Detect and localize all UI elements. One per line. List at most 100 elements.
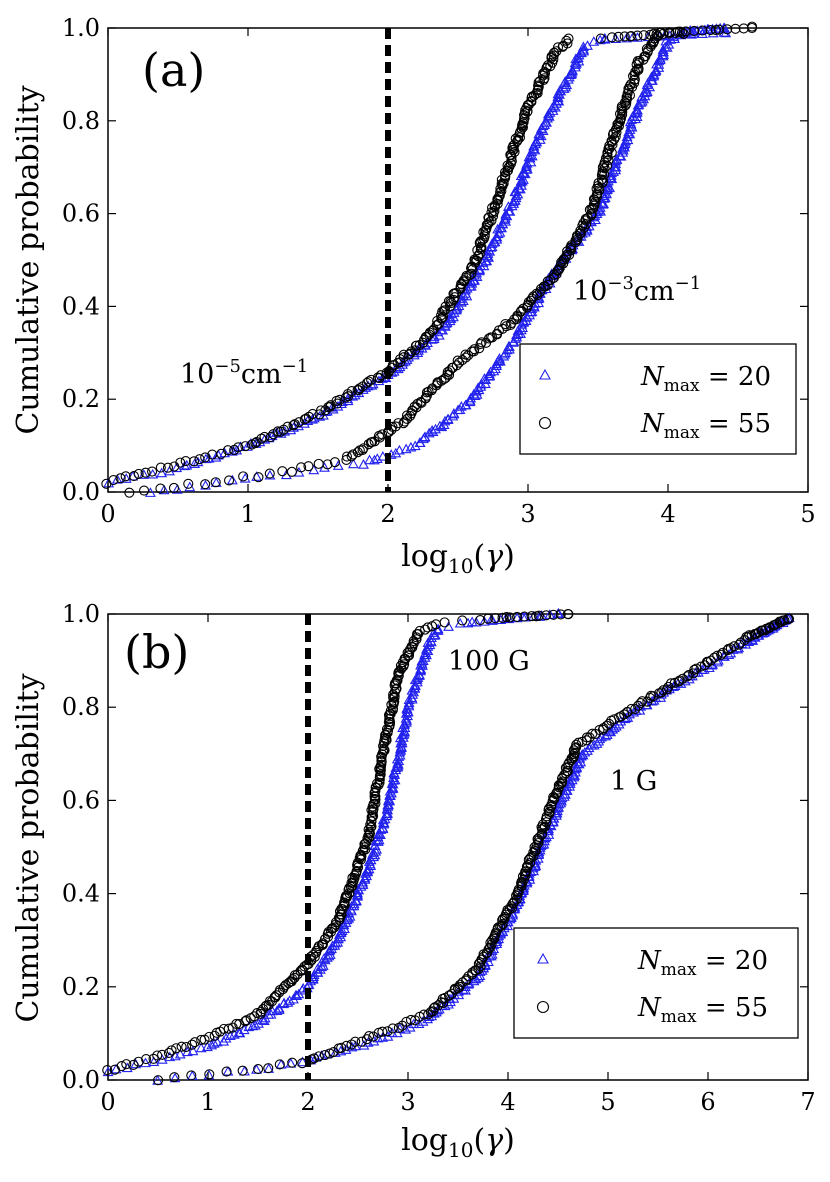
marker-a-nmax20-c1-252 xyxy=(665,34,677,44)
xtick-label-a-2: 2 xyxy=(380,500,395,528)
marker-a-nmax55-c0-220 xyxy=(526,96,537,107)
marker-b-nmax55-c1-102 xyxy=(511,894,522,905)
xtick-label-b-3: 3 xyxy=(400,1088,415,1116)
marker-a-nmax20-c1-161 xyxy=(598,198,609,209)
marker-a-nmax55-c1-14 xyxy=(303,461,314,472)
marker-b-nmax55-c0-132 xyxy=(364,832,375,843)
marker-a-nmax55-c0-5 xyxy=(133,468,144,480)
marker-a-nmax55-c0-26 xyxy=(259,431,270,442)
marker-a-nmax20-c1-178 xyxy=(606,167,618,178)
marker-a-nmax20-c0-38 xyxy=(314,411,326,421)
marker-b-nmax20-c0-64 xyxy=(321,952,333,962)
marker-a-nmax20-c0-125 xyxy=(478,260,490,271)
marker-a-nmax20-c0-86 xyxy=(432,326,444,337)
marker-b-nmax55-c1-87 xyxy=(496,920,507,931)
xlabel-a: log10(γ) xyxy=(401,539,515,578)
marker-b-nmax55-c1-5 xyxy=(237,1065,248,1076)
marker-b-nmax20-c1-30 xyxy=(404,1021,416,1032)
marker-b-nmax55-c1-44 xyxy=(438,997,449,1008)
marker-a-nmax55-c0-143 xyxy=(479,229,490,240)
marker-a-nmax20-c1-67 xyxy=(485,366,497,377)
marker-a-nmax20-c1-55 xyxy=(471,389,483,399)
marker-b-nmax55-c1-23 xyxy=(361,1034,372,1045)
marker-b-nmax20-c0-186 xyxy=(396,737,408,748)
marker-b-nmax55-c0-7 xyxy=(148,1053,159,1064)
marker-a-nmax55-tail-c1-7 xyxy=(713,24,724,35)
marker-a-nmax55-c1-12 xyxy=(286,466,297,477)
marker-b-nmax55-c1-192 xyxy=(581,732,592,743)
marker-b-nmax55-c0-239 xyxy=(405,644,416,655)
marker-a-nmax55-tail-c0-10 xyxy=(670,28,681,39)
marker-b-nmax20-c0-5 xyxy=(148,1056,160,1067)
marker-a-nmax55-c0-30 xyxy=(275,426,286,437)
marker-b-nmax55-c0-8 xyxy=(152,1050,163,1061)
marker-a-nmax55-c0-225 xyxy=(532,88,543,99)
marker-a-nmax20-c1-80 xyxy=(503,343,515,354)
marker-b-nmax55-c0-82 xyxy=(329,922,340,933)
marker-b-nmax20-c0-59 xyxy=(316,961,328,972)
marker-b-nmax20-c0-9 xyxy=(174,1048,186,1059)
marker-b-nmax55-c1-225 xyxy=(674,675,685,686)
marker-b-nmax55-c1-191 xyxy=(581,735,592,746)
plot-area-b xyxy=(107,613,809,1081)
marker-a-nmax55-c0-25 xyxy=(256,433,267,444)
panel-label-b: (b) xyxy=(124,625,189,679)
marker-b-nmax20-c1-171 xyxy=(569,770,581,780)
marker-b-nmax55-c1-9 xyxy=(287,1057,298,1068)
annotation-b-1G: 1 G xyxy=(610,766,657,797)
ytick-label-a-5: 1.0 xyxy=(62,14,100,42)
marker-a-nmax55-c1-6 xyxy=(210,477,221,488)
marker-b-nmax20-c1-121 xyxy=(530,860,542,870)
marker-a-nmax55-c0-233 xyxy=(539,73,550,84)
marker-a-nmax55-c1-68 xyxy=(444,365,456,376)
marker-a-nmax55-c1-204 xyxy=(613,121,624,132)
marker-b-nmax55-c1-230 xyxy=(689,664,700,675)
marker-a-nmax20-c1-39 xyxy=(439,415,451,426)
legend-b: Nmax = 20 Nmax = 55 xyxy=(513,927,799,1039)
marker-b-nmax20-c0-253 xyxy=(454,617,466,628)
legend-box-a xyxy=(519,343,797,455)
marker-b-nmax55-c1-219 xyxy=(658,685,669,696)
annotation-a-low: 10−5cm−1 xyxy=(180,356,308,390)
marker-a-nmax55-c1-17 xyxy=(329,457,340,468)
marker-b-nmax55-c1-188 xyxy=(571,739,582,750)
marker-b-nmax55-tail-c0-4 xyxy=(512,611,523,623)
marker-a-nmax20-c0-251 xyxy=(578,41,589,52)
marker-b-nmax55-c0-25 xyxy=(227,1022,238,1033)
marker-b-nmax55-c1-205 xyxy=(619,709,630,720)
marker-b-nmax55-c1-36 xyxy=(418,1009,429,1020)
marker-a-nmax55-c1-82 xyxy=(475,338,486,350)
marker-b-nmax55-c1-209 xyxy=(630,704,641,715)
marker-a-nmax55-tail-c0-0 xyxy=(606,32,618,43)
marker-a-nmax55-c1-175 xyxy=(596,174,608,185)
marker-b-nmax55-tail-c0-10 xyxy=(555,609,566,620)
marker-a-nmax20-c1-2 xyxy=(171,484,183,494)
marker-b-nmax55-c1-0 xyxy=(153,1075,164,1086)
marker-a-nmax20-c1-250 xyxy=(663,38,675,49)
marker-b-nmax55-c1-183 xyxy=(568,748,579,759)
marker-a-nmax55-c1-234 xyxy=(630,66,641,78)
marker-a-nmax20-c0-155 xyxy=(500,208,512,219)
marker-a-nmax55-c1-8 xyxy=(238,471,249,482)
marker-a-nmax20-c1-34 xyxy=(426,424,438,435)
marker-b-nmax55-c1-64 xyxy=(475,961,486,972)
marker-a-nmax55-c0-121 xyxy=(466,268,477,279)
marker-a-nmax20-c0-236 xyxy=(566,68,578,78)
marker-a-nmax20-c1-90 xyxy=(512,325,524,335)
marker-a-nmax55-c1-80 xyxy=(469,344,480,355)
panel-b: 0 1 2 3 4 5 6 7 0.0 0.2 0.4 0.6 0.8 1.0 (b) 100 G 1 G… xyxy=(11,600,816,1162)
marker-a-nmax55-c0-228 xyxy=(533,81,544,92)
marker-b-nmax55-tail-c0-9 xyxy=(548,609,559,620)
marker-b-nmax20-c0-23 xyxy=(238,1024,250,1035)
marker-b-nmax55-c0-241 xyxy=(406,641,417,652)
marker-b-nmax20-c0-242 xyxy=(422,637,434,647)
marker-b-nmax20-c0-136 xyxy=(375,824,387,834)
xtick-label-a-5: 5 xyxy=(800,500,815,528)
marker-a-nmax20-c1-212 xyxy=(631,106,643,117)
marker-b-nmax55-c1-16 xyxy=(328,1046,339,1058)
marker-b-nmax20-c0-189 xyxy=(397,732,409,742)
marker-b-nmax55-tail-c0-0 xyxy=(482,613,494,624)
marker-b-nmax55-c1-193 xyxy=(584,732,595,743)
marker-a-nmax55-c1-7 xyxy=(223,475,235,486)
ytick-label-a-4: 0.8 xyxy=(62,107,100,135)
